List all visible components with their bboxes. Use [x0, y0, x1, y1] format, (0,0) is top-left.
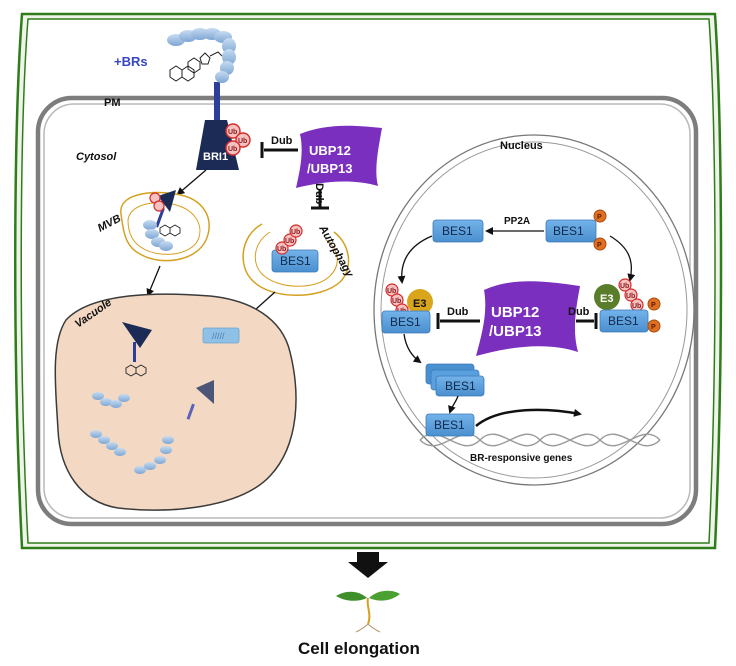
- svg-text:Ub: Ub: [285, 238, 294, 245]
- svg-text:Ub: Ub: [277, 246, 286, 253]
- arrow-bri1-to-mvb: [176, 169, 207, 196]
- ubp12-ubp13-cytosol: UBP12 /UBP13: [296, 125, 382, 188]
- nucleus-label: Nucleus: [500, 140, 543, 152]
- bes1-phosphorylated: BES1 P P: [545, 209, 607, 251]
- bes1-stack: BES1: [425, 363, 485, 397]
- svg-text:Ub: Ub: [291, 229, 300, 236]
- svg-text:Ub: Ub: [387, 288, 396, 295]
- svg-text:BES1: BES1: [390, 315, 421, 329]
- svg-text:Ub: Ub: [626, 293, 635, 300]
- br-genes-label: BR-responsive genes: [470, 453, 573, 464]
- mvb-compartment: [120, 190, 210, 262]
- svg-text:P: P: [597, 214, 602, 221]
- svg-text:Ub: Ub: [620, 283, 629, 290]
- svg-text:Ub: Ub: [238, 138, 247, 145]
- dub-label-autophagy: Dub: [313, 183, 325, 205]
- ubp-cytosol-line2: /UBP13: [307, 161, 353, 176]
- svg-text:E3: E3: [600, 293, 613, 305]
- svg-text:Ub: Ub: [228, 129, 237, 136]
- svg-text:P: P: [597, 242, 602, 249]
- seedling-icon: [336, 590, 400, 633]
- svg-text:E3: E3: [413, 298, 426, 310]
- vacuole: /////: [54, 293, 297, 511]
- svg-text:Ub: Ub: [228, 146, 237, 153]
- pp2a-label: PP2A: [504, 216, 530, 227]
- svg-text:BES1: BES1: [434, 418, 465, 432]
- dub-label-nucleus-left: Dub: [447, 306, 469, 318]
- bes1-dephosphorylated: BES1: [432, 219, 484, 243]
- arrow-mvb-to-vacuole: [146, 265, 161, 297]
- bri1-extracellular-domain: [167, 28, 236, 83]
- bes1-ubiquitinated-left: E3 Ub Ub Ub BES1: [381, 283, 433, 334]
- dub-inhibition-bri1: [260, 142, 298, 158]
- dub-label-bri1: Dub: [271, 135, 293, 147]
- dub-label-nucleus-right: Dub: [568, 306, 590, 318]
- dub-inhibition-autophagy: [311, 190, 329, 210]
- svg-text:P: P: [651, 324, 656, 331]
- dub-inhibition-right: [576, 313, 598, 329]
- svg-text:BES1: BES1: [442, 224, 473, 238]
- arrow-bes1-to-ub-right: [609, 235, 636, 282]
- arrow-to-bes1-stack: [403, 333, 422, 364]
- ubp12-ubp13-nucleus: UBP12 /UBP13: [476, 281, 580, 356]
- brs-label: +BRs: [114, 54, 148, 69]
- bri1-label: BRI1: [203, 151, 228, 163]
- bes1-ubiquitinated-right: E3 Ub Ub Ub BES1 P P: [594, 278, 661, 333]
- ubp-nucleus-line1: UBP12: [491, 304, 539, 321]
- downward-arrow-icon: [348, 552, 388, 578]
- bes1-on-dna: BES1: [425, 413, 475, 437]
- svg-text:BES1: BES1: [553, 224, 584, 238]
- svg-text:Ub: Ub: [632, 303, 641, 310]
- ubp-nucleus-line2: /UBP13: [489, 323, 542, 340]
- arrow-bes1-to-ub-left: [397, 235, 433, 284]
- autophagosome: BES1 Ub Ub Ub: [242, 223, 350, 296]
- svg-text:P: P: [651, 302, 656, 309]
- dub-inhibition-left: [436, 313, 480, 329]
- cell-elongation-label: Cell elongation: [298, 639, 420, 658]
- svg-text:BES1: BES1: [280, 254, 311, 268]
- bri1-ubiquitin-chain: Ub Ub Ub: [225, 123, 251, 156]
- svg-text:BES1: BES1: [608, 314, 639, 328]
- pm-label: PM: [104, 97, 121, 109]
- arrow-to-bes1-dna: [448, 395, 459, 414]
- svg-text:BES1: BES1: [445, 379, 476, 393]
- degraded-bes1-text: /////: [212, 331, 225, 341]
- transcription-arrow: [475, 408, 582, 427]
- ubp-cytosol-line1: UBP12: [309, 143, 351, 158]
- svg-text:Ub: Ub: [392, 298, 401, 305]
- brassinosteroid-molecule-icon: [169, 51, 223, 82]
- cytosol-label: Cytosol: [76, 151, 117, 163]
